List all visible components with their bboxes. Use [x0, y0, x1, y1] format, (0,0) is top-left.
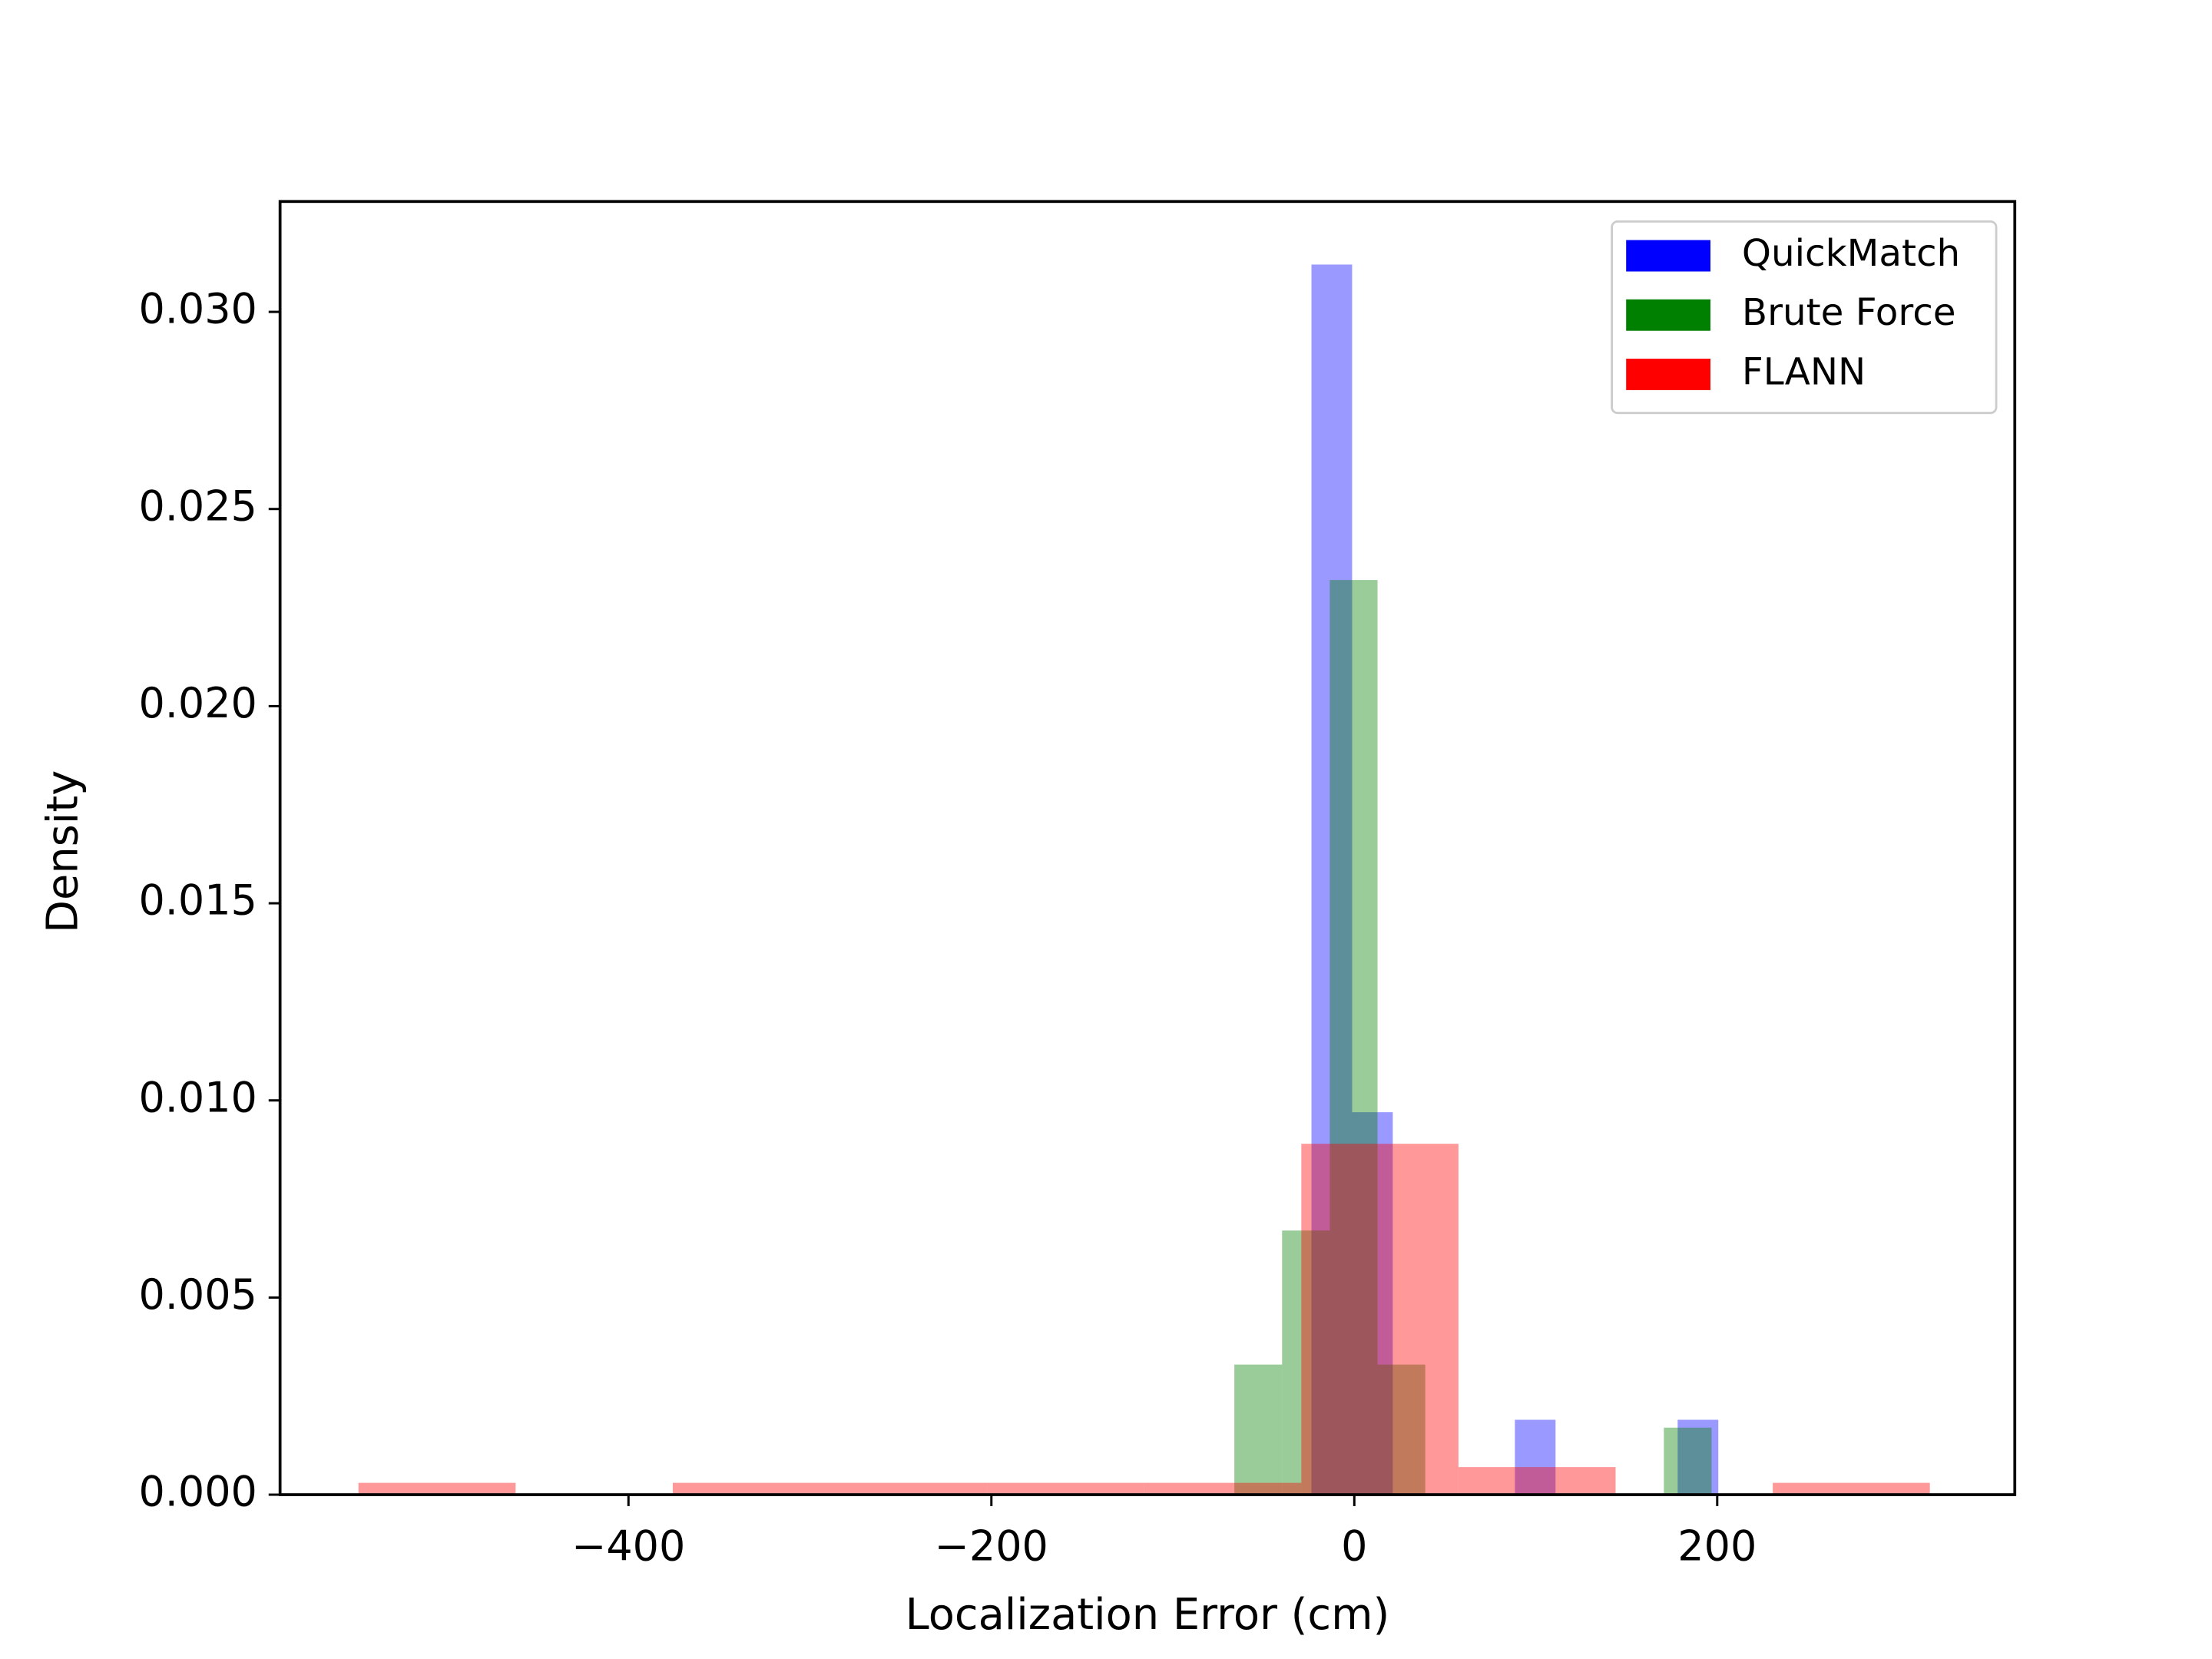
- x-tick-label: 0: [1341, 1522, 1367, 1570]
- legend-swatch: [1626, 240, 1710, 272]
- histogram-bar: [1664, 1427, 1712, 1495]
- y-tick-label: 0.020: [138, 679, 257, 727]
- histogram-bar: [1330, 580, 1378, 1495]
- y-tick-label: 0.005: [138, 1270, 257, 1319]
- histogram-bar: [1234, 1364, 1283, 1495]
- histogram-bar: [1773, 1482, 1930, 1495]
- legend-swatch: [1626, 358, 1710, 390]
- histogram-bar: [1311, 264, 1353, 1495]
- histogram-bar: [358, 1482, 516, 1495]
- histogram-bar: [672, 1482, 830, 1495]
- y-tick-label: 0.000: [138, 1468, 257, 1516]
- y-tick-label: 0.010: [138, 1073, 257, 1121]
- histogram-bar: [987, 1482, 1144, 1495]
- x-tick-label: 200: [1677, 1522, 1757, 1570]
- legend-label: FLANN: [1742, 350, 1866, 393]
- x-tick-label: −200: [935, 1522, 1048, 1570]
- x-axis-label: Localization Error (cm): [906, 1590, 1390, 1640]
- x-tick-label: −400: [571, 1522, 685, 1570]
- y-tick-label: 0.030: [138, 285, 257, 333]
- y-axis-label: Density: [38, 770, 88, 933]
- legend-label: Brute Force: [1742, 291, 1956, 334]
- histogram-bar: [1515, 1419, 1556, 1495]
- y-tick-label: 0.025: [138, 482, 257, 530]
- histogram-bar: [1144, 1482, 1302, 1495]
- histogram-bar: [1301, 1144, 1459, 1495]
- axes-frame: [278, 200, 2017, 1496]
- y-tick-label: 0.015: [138, 876, 257, 925]
- histogram-bar: [830, 1482, 988, 1495]
- histogram-bar: [1282, 1230, 1330, 1495]
- histogram-bar: [1677, 1419, 1719, 1495]
- histogram-bar: [1458, 1467, 1616, 1495]
- legend-swatch: [1626, 299, 1710, 331]
- plot-area: [358, 264, 1930, 1495]
- histogram-bar: [1377, 1364, 1426, 1495]
- histogram-bar: [1352, 1112, 1393, 1495]
- legend-label: QuickMatch: [1742, 232, 1960, 275]
